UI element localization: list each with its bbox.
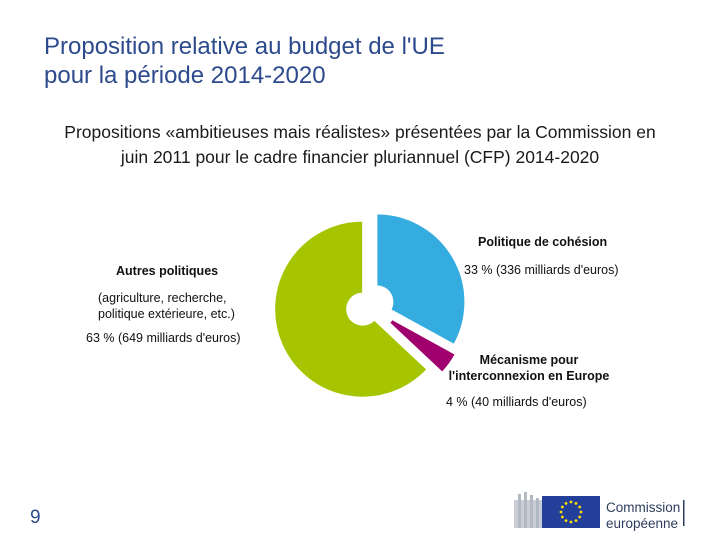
slide-title: Proposition relative au budget de l'UE p… [44,32,644,90]
title-line-1: Proposition relative au budget de l'UE [44,33,445,60]
label-autres-detail-2: politique extérieure, etc.) [98,307,235,321]
label-autres-value: 63 % (649 milliards d'euros) [86,331,241,345]
eu-star [560,515,564,519]
page-number: 9 [30,507,41,528]
eu-star [578,505,582,509]
eu-star [564,519,568,523]
label-autres-detail: (agriculture, recherche, politique extér… [98,290,235,322]
commission-logo [514,492,685,528]
pie-slice-mecanisme [389,318,456,373]
pie-slice-cohesion [376,213,466,346]
label-cohesion-value: 33 % (336 milliards d'euros) [464,263,619,277]
label-mecanisme-title-2: l'interconnexion en Europe [448,369,610,383]
eu-star [574,501,578,505]
subtitle-line-1: Propositions «ambitieuses mais réalistes… [64,122,656,142]
label-mecanisme-title: Mécanisme pour l'interconnexion en Europ… [436,352,622,384]
pie-slice-autres [274,220,428,398]
slide-subtitle: Propositions «ambitieuses mais réalistes… [14,120,706,170]
eu-star [569,520,573,524]
logo-text-line-2: européenne [606,516,679,531]
building-graphic [514,492,542,528]
logo-text: Commission européenne [606,500,680,532]
eu-star [578,515,582,519]
eu-star [560,505,564,509]
title-line-2: pour la période 2014-2020 [44,62,326,89]
eu-star [579,510,583,514]
logo-divider [683,500,685,526]
eu-star [569,500,573,504]
eu-flag-icon [542,496,600,528]
eu-star [559,510,563,514]
subtitle-line-2: juin 2011 pour le cadre financier pluria… [120,147,600,167]
label-cohesion-title: Politique de cohésion [478,235,608,249]
label-autres-detail-1: (agriculture, recherche, [98,291,227,305]
label-mecanisme-title-1: Mécanisme pour [479,353,579,367]
logo-text-line-1: Commission [606,500,681,515]
eu-star [564,501,568,505]
label-mecanisme-value: 4 % (40 milliards d'euros) [446,395,587,409]
label-autres-title: Autres politiques [116,264,219,278]
eu-star [574,519,578,523]
